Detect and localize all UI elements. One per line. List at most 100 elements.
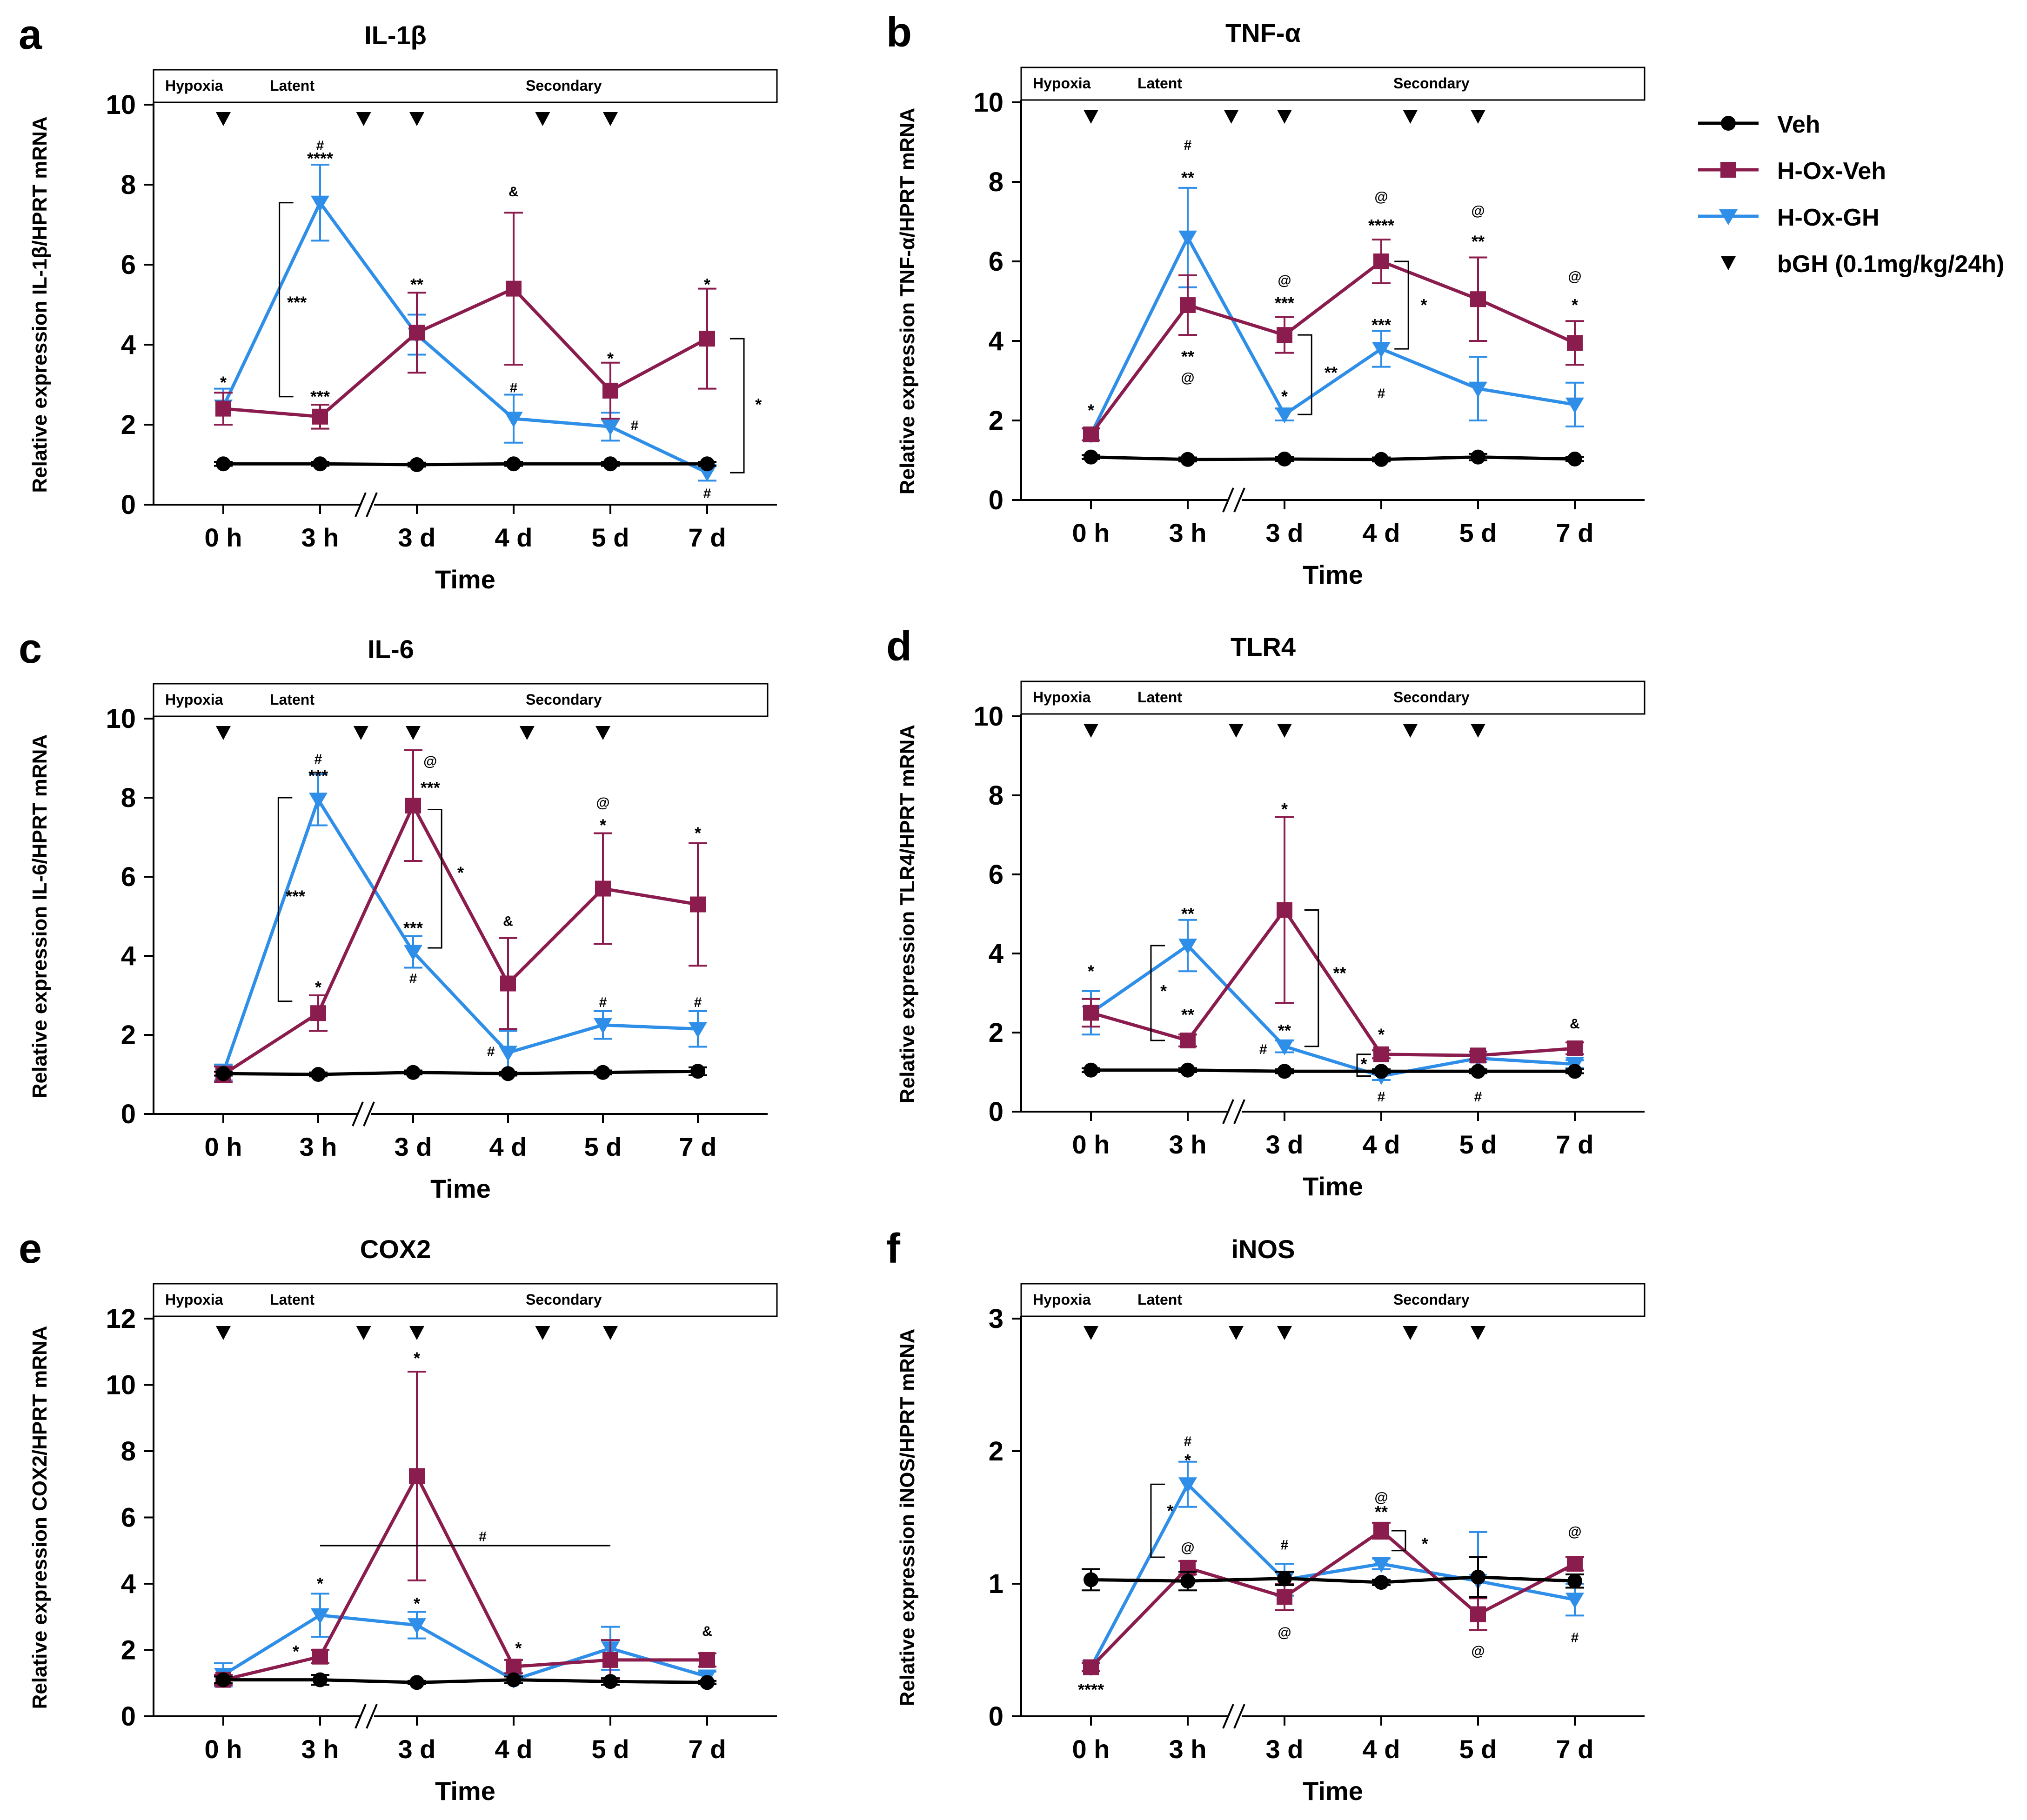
- x-tick-label: 3 h: [300, 1132, 337, 1161]
- phase-label-latent: Latent: [1137, 1291, 1182, 1308]
- significance-annotation: ***: [1275, 293, 1294, 313]
- panel-letter: d: [886, 623, 912, 670]
- phase-box: [153, 683, 769, 717]
- significance-annotation: *: [1160, 981, 1167, 1000]
- x-tick-label: 4 d: [495, 523, 533, 552]
- significance-annotation: *: [1422, 1534, 1428, 1553]
- injection-arrow-icon: [1229, 724, 1244, 738]
- significance-annotation: *: [1281, 387, 1288, 406]
- chart-title: TLR4: [1231, 632, 1296, 661]
- significance-annotation: #: [1259, 1042, 1267, 1057]
- injection-arrow-icon: [603, 112, 618, 126]
- significance-annotation: ***: [286, 887, 305, 906]
- data-point: [1567, 1556, 1583, 1572]
- data-point: [603, 1674, 618, 1689]
- series-line: [223, 1474, 707, 1682]
- x-tick-label: 7 d: [1556, 1734, 1594, 1764]
- series-line: [223, 1069, 698, 1076]
- data-point: [216, 1066, 231, 1081]
- significance-annotation: **: [410, 275, 423, 294]
- data-point: [1567, 335, 1583, 351]
- y-tick-label: 1: [989, 1569, 1003, 1599]
- axis-break-mark: [366, 492, 378, 517]
- x-tick-label: 3 d: [1266, 518, 1304, 547]
- phase-label-latent: Latent: [270, 77, 314, 94]
- significance-annotation: @: [1568, 1524, 1581, 1540]
- series-line: [1089, 1482, 1575, 1668]
- series-line: [223, 1678, 708, 1684]
- legend-item-square: H-Ox-Veh: [1698, 158, 1886, 185]
- significance-annotation: *: [414, 1594, 420, 1613]
- data-point: [409, 457, 424, 472]
- data-point: [1471, 449, 1485, 465]
- y-tick-label: 2: [989, 1436, 1003, 1467]
- data-point: [1083, 426, 1099, 442]
- data-point: [1374, 1575, 1389, 1590]
- significance-annotation: *: [1184, 1451, 1191, 1470]
- y-tick-label: 0: [989, 1701, 1003, 1732]
- significance-annotation: *: [220, 373, 227, 392]
- axis-break-mark: [1233, 1099, 1245, 1124]
- significance-annotation: *: [695, 824, 701, 843]
- significance-annotation: ***: [1371, 315, 1391, 334]
- significance-annotation: @: [1374, 1490, 1388, 1505]
- significance-annotation: #: [694, 995, 702, 1010]
- data-point: [1180, 1033, 1196, 1048]
- legend-label: H-Ox-GH: [1777, 204, 1880, 231]
- significance-annotation: #: [510, 380, 518, 395]
- series-h-ox-gh: [1082, 187, 1584, 443]
- significance-annotation: **: [1333, 964, 1346, 983]
- y-tick-label: 6: [121, 250, 136, 280]
- data-point: [500, 975, 516, 992]
- chart-panel-f: f iNOS Hypoxia Latent Secondary 0 1 2 3 Relative …: [886, 1226, 1646, 1806]
- series-h-ox-gh: [214, 164, 716, 482]
- injection-arrow-icon: [216, 1326, 231, 1340]
- data-point: [216, 1672, 231, 1687]
- axis-break-mark: [1233, 1704, 1245, 1729]
- data-point: [406, 1065, 421, 1080]
- data-point: [1567, 1064, 1582, 1079]
- injection-arrow-icon: [1277, 724, 1292, 738]
- panel-letter: f: [886, 1226, 901, 1272]
- injection-arrow-icon: [406, 726, 421, 740]
- data-point: [311, 1067, 326, 1082]
- x-tick-label: 3 d: [1266, 1734, 1304, 1764]
- data-point: [1470, 1606, 1486, 1622]
- significance-bracket: [1150, 1483, 1165, 1558]
- data-point: [506, 280, 522, 297]
- x-tick-label: 0 h: [1072, 1130, 1110, 1159]
- axis-break: [1222, 1099, 1245, 1124]
- data-point: [1180, 1062, 1195, 1078]
- legend-marker-icon: [1719, 209, 1738, 225]
- legend-item-triangle-down: H-Ox-GH: [1698, 204, 1880, 231]
- phase-label-secondary: Secondary: [1393, 689, 1470, 706]
- data-point: [1372, 342, 1391, 358]
- x-axis-label: Time: [435, 1776, 495, 1806]
- series-line: [222, 804, 698, 1076]
- data-point: [1372, 1557, 1391, 1573]
- data-point: [699, 1652, 715, 1668]
- data-point: [1277, 1589, 1292, 1605]
- data-point: [1471, 1569, 1485, 1585]
- injection-arrow-icon: [1471, 110, 1485, 124]
- injection-arrow-icon: [595, 726, 610, 740]
- data-point: [1374, 1064, 1389, 1079]
- panel-letter: c: [19, 626, 42, 672]
- y-tick-label: 10: [973, 87, 1003, 118]
- axis-break: [355, 1704, 378, 1729]
- significance-annotation: *: [1167, 1501, 1174, 1520]
- data-point: [1374, 452, 1389, 467]
- x-tick-label: 0 h: [205, 1132, 242, 1161]
- axis-break: [352, 1101, 375, 1127]
- series-line: [222, 1613, 708, 1682]
- significance-annotation: #: [314, 752, 322, 767]
- series-h-ox-gh: [1082, 919, 1584, 1085]
- y-tick-label: 10: [106, 704, 136, 734]
- significance-annotation: *: [1421, 295, 1427, 314]
- data-point: [1567, 451, 1582, 467]
- significance-annotation: *: [1378, 1025, 1385, 1044]
- series-veh: [1082, 449, 1584, 467]
- significance-annotation: #: [1281, 1538, 1289, 1553]
- phase-label-secondary: Secondary: [1393, 1291, 1470, 1308]
- significance-bracket: [1391, 1530, 1406, 1552]
